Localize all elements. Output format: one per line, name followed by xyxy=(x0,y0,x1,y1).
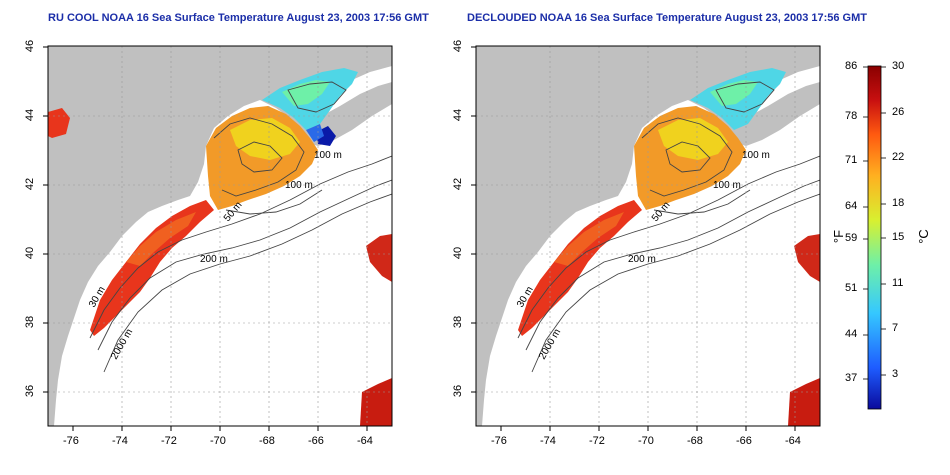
cbar-c-15: 15 xyxy=(892,231,905,243)
left-map-title: RU COOL NOAA 16 Sea Surface Temperature … xyxy=(48,12,429,24)
lat-label-44: 44 xyxy=(24,108,37,122)
lon-label-72-r: -72 xyxy=(589,435,605,447)
colorbar xyxy=(867,65,882,410)
lat-label-36: 36 xyxy=(24,384,37,398)
cbar-f-71: 71 xyxy=(845,154,858,166)
lat-label-40: 40 xyxy=(24,246,37,260)
contour-label-100m-r2: 100 m xyxy=(713,180,741,191)
warm-water-south xyxy=(90,200,214,336)
graticule xyxy=(48,46,392,426)
cbar-c-26: 26 xyxy=(892,106,905,118)
axis-ticks xyxy=(43,46,796,431)
lon-label-68: -68 xyxy=(259,435,275,447)
colorbar-ticks xyxy=(863,66,886,380)
lat-label-44-r: 44 xyxy=(452,108,465,122)
lon-label-74: -74 xyxy=(112,435,128,447)
right-map-title: DECLOUDED NOAA 16 Sea Surface Temperatur… xyxy=(467,12,867,24)
cbar-f-51: 51 xyxy=(845,282,858,294)
lat-label-40-r: 40 xyxy=(452,246,465,260)
cbar-f-64: 64 xyxy=(845,200,858,212)
cbar-c-7: 7 xyxy=(892,322,899,334)
lat-label-46-r: 46 xyxy=(452,39,465,53)
cbar-c-18: 18 xyxy=(892,197,905,209)
lon-label-70: -70 xyxy=(210,435,226,447)
lon-label-72: -72 xyxy=(161,435,177,447)
lat-label-46: 46 xyxy=(24,39,37,53)
cbar-f-86: 86 xyxy=(845,60,858,72)
lon-label-64: -64 xyxy=(357,435,373,447)
contour-label-100m-r: 100 m xyxy=(742,150,770,161)
lon-label-66: -66 xyxy=(308,435,324,447)
cbar-c-11: 11 xyxy=(892,277,904,289)
cbar-f-59: 59 xyxy=(845,232,858,244)
right-map: 100 m 100 m 50 m 200 m 2000 m 30 m xyxy=(476,46,820,426)
contour-label-200m-r: 200 m xyxy=(628,254,656,265)
contour-label-200m: 200 m xyxy=(200,254,228,265)
cbar-unit-c: °C xyxy=(915,229,931,244)
lon-label-76-r: -76 xyxy=(491,435,507,447)
lat-label-38: 38 xyxy=(24,315,37,329)
lat-label-42: 42 xyxy=(24,177,37,191)
lon-label-68-r: -68 xyxy=(687,435,703,447)
cbar-c-22: 22 xyxy=(892,151,905,163)
contour-label-100m-2: 100 m xyxy=(285,180,313,191)
left-map: 100 m 100 m 50 m 200 m 2000 m 30 m xyxy=(48,46,392,426)
lon-label-74-r: -74 xyxy=(540,435,556,447)
cbar-c-30: 30 xyxy=(892,60,905,72)
lat-label-42-r: 42 xyxy=(452,177,465,191)
graticule-right xyxy=(476,46,820,426)
lon-label-70-r: -70 xyxy=(638,435,654,447)
cbar-f-78: 78 xyxy=(845,110,858,122)
cbar-unit-f: °F xyxy=(831,229,847,244)
lat-label-36-r: 36 xyxy=(452,384,465,398)
cbar-c-3: 3 xyxy=(892,368,899,380)
lon-label-66-r: -66 xyxy=(736,435,752,447)
lon-label-64-r: -64 xyxy=(785,435,801,447)
lon-label-76: -76 xyxy=(63,435,79,447)
land-coastline xyxy=(48,46,392,426)
lat-label-38-r: 38 xyxy=(452,315,465,329)
cbar-f-37: 37 xyxy=(845,372,858,384)
contour-label-100m: 100 m xyxy=(314,150,342,161)
cbar-f-44: 44 xyxy=(845,328,858,340)
